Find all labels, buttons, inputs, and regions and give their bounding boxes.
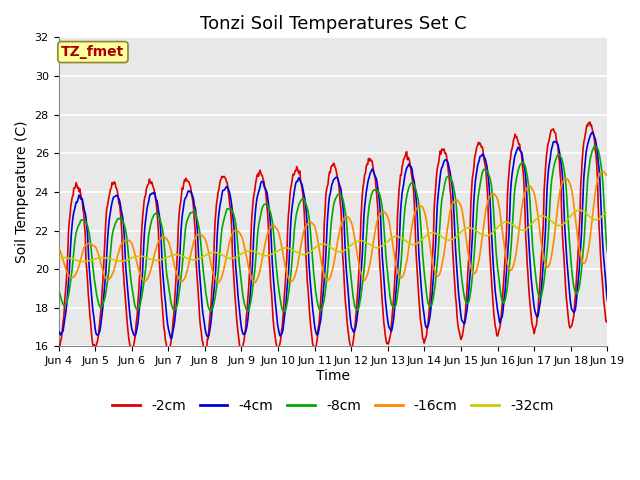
-4cm (54, 328, 62, 334)
-2cm (604, 317, 611, 323)
-32cm (604, 210, 611, 216)
-16cm (54, 246, 62, 252)
-4cm (604, 298, 611, 304)
-32cm (178, 253, 186, 259)
-8cm (591, 143, 598, 149)
-4cm (401, 176, 408, 181)
-2cm (586, 119, 594, 125)
-16cm (417, 203, 424, 209)
-8cm (65, 293, 72, 299)
-8cm (54, 289, 62, 295)
Line: -32cm: -32cm (58, 210, 607, 262)
-32cm (401, 237, 408, 243)
-32cm (80, 259, 88, 264)
-8cm (401, 211, 408, 217)
-2cm (54, 342, 62, 348)
-16cm (65, 272, 72, 278)
-16cm (604, 172, 611, 178)
-4cm (207, 323, 214, 329)
-8cm (206, 307, 214, 313)
-4cm (65, 279, 72, 285)
-32cm (417, 238, 424, 244)
-2cm (121, 290, 129, 296)
-8cm (121, 225, 129, 230)
-2cm (65, 230, 72, 236)
-32cm (122, 257, 129, 263)
Legend: -2cm, -4cm, -8cm, -16cm, -32cm: -2cm, -4cm, -8cm, -16cm, -32cm (107, 394, 559, 419)
Line: -4cm: -4cm (58, 132, 607, 338)
-16cm (401, 269, 408, 275)
Y-axis label: Soil Temperature (C): Soil Temperature (C) (15, 120, 29, 263)
-2cm (178, 192, 186, 198)
-8cm (177, 277, 184, 283)
-8cm (604, 250, 611, 256)
-32cm (54, 255, 62, 261)
-16cm (599, 168, 607, 174)
-4cm (588, 130, 596, 135)
-4cm (178, 222, 186, 228)
Text: TZ_fmet: TZ_fmet (61, 45, 125, 59)
Line: -2cm: -2cm (58, 122, 607, 352)
Title: Tonzi Soil Temperatures Set C: Tonzi Soil Temperatures Set C (200, 15, 467, 33)
-2cm (401, 155, 408, 161)
-16cm (206, 254, 214, 260)
-32cm (207, 250, 214, 256)
-4cm (417, 273, 424, 279)
-2cm (164, 349, 172, 355)
Line: -16cm: -16cm (58, 171, 607, 283)
-4cm (168, 336, 175, 341)
-16cm (251, 280, 259, 286)
-16cm (121, 238, 129, 243)
X-axis label: Time: Time (316, 369, 350, 383)
-32cm (65, 255, 72, 261)
Line: -8cm: -8cm (58, 146, 607, 312)
-2cm (417, 317, 424, 323)
-8cm (417, 217, 424, 223)
-32cm (575, 207, 583, 213)
-4cm (121, 248, 129, 254)
-8cm (280, 309, 287, 314)
-2cm (207, 308, 214, 313)
-16cm (177, 278, 184, 284)
